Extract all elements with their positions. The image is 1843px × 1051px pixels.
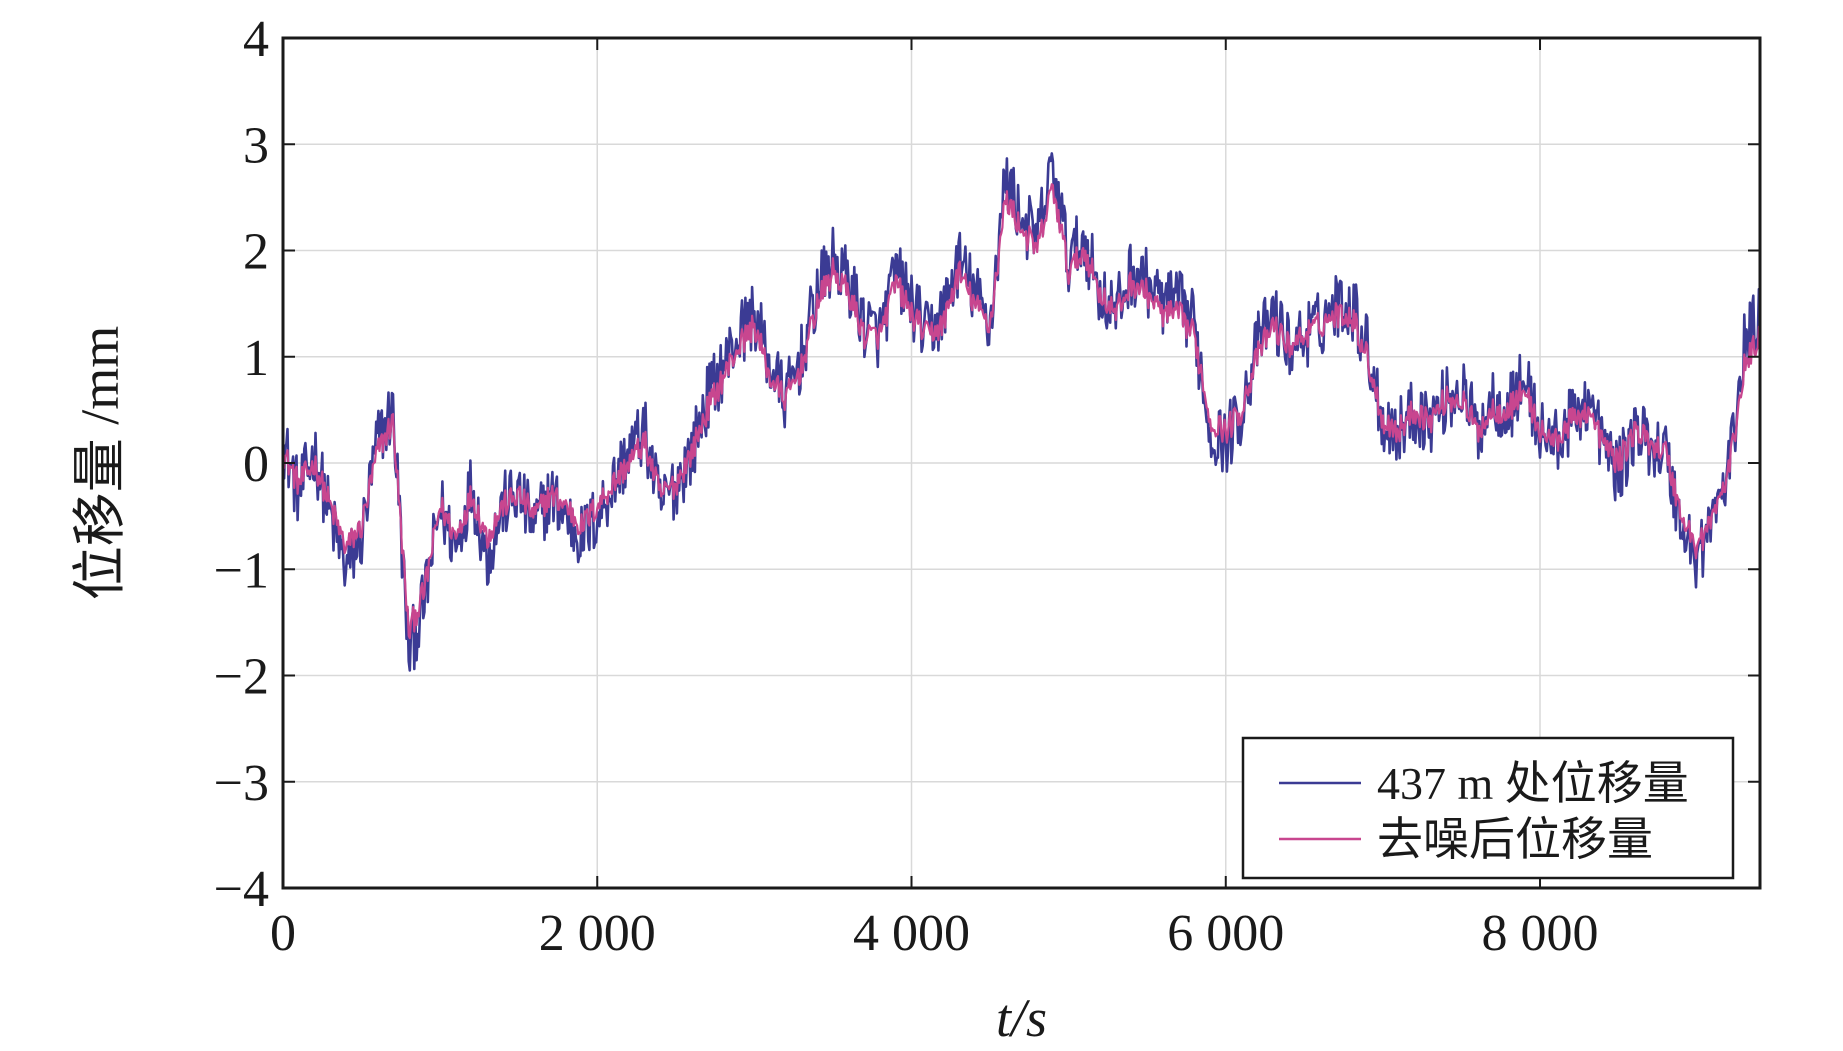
series-line-denoised xyxy=(282,183,1762,640)
grid-lines xyxy=(283,38,1760,888)
x-tick-label: 8 000 xyxy=(1482,905,1599,962)
y-axis-label: 位移量 /mm xyxy=(70,326,130,601)
x-tick-label: 2 000 xyxy=(539,905,656,962)
y-tick-label: 2 xyxy=(243,224,269,281)
legend-box xyxy=(1241,736,1735,880)
y-tick-label: −4 xyxy=(214,861,269,918)
x-axis-label: t/s xyxy=(996,988,1047,1048)
axis-ticks: 0 2 000 4 000 6 000 8 000 −4 −3 −2 −1 0 1 2 3 4 xyxy=(214,11,1760,962)
y-tick-label: −1 xyxy=(214,542,269,599)
y-tick-label: 1 xyxy=(243,330,269,387)
y-tick-label: 0 xyxy=(243,436,269,493)
y-tick-label: 4 xyxy=(243,11,269,68)
series-layer xyxy=(281,152,1762,672)
x-tick-label: 0 xyxy=(270,905,296,962)
y-tick-label: 3 xyxy=(243,117,269,174)
legend-label-denoised: 去噪后位移量 xyxy=(1377,814,1653,865)
x-tick-label: 4 000 xyxy=(853,905,970,962)
x-tick-label: 6 000 xyxy=(1167,905,1284,962)
legend-label-raw: 437 m 处位移量 xyxy=(1377,758,1689,809)
legend: 437 m 处位移量 去噪后位移量 xyxy=(1241,736,1735,880)
y-tick-label: −2 xyxy=(214,649,269,706)
y-tick-label: −3 xyxy=(214,755,269,812)
